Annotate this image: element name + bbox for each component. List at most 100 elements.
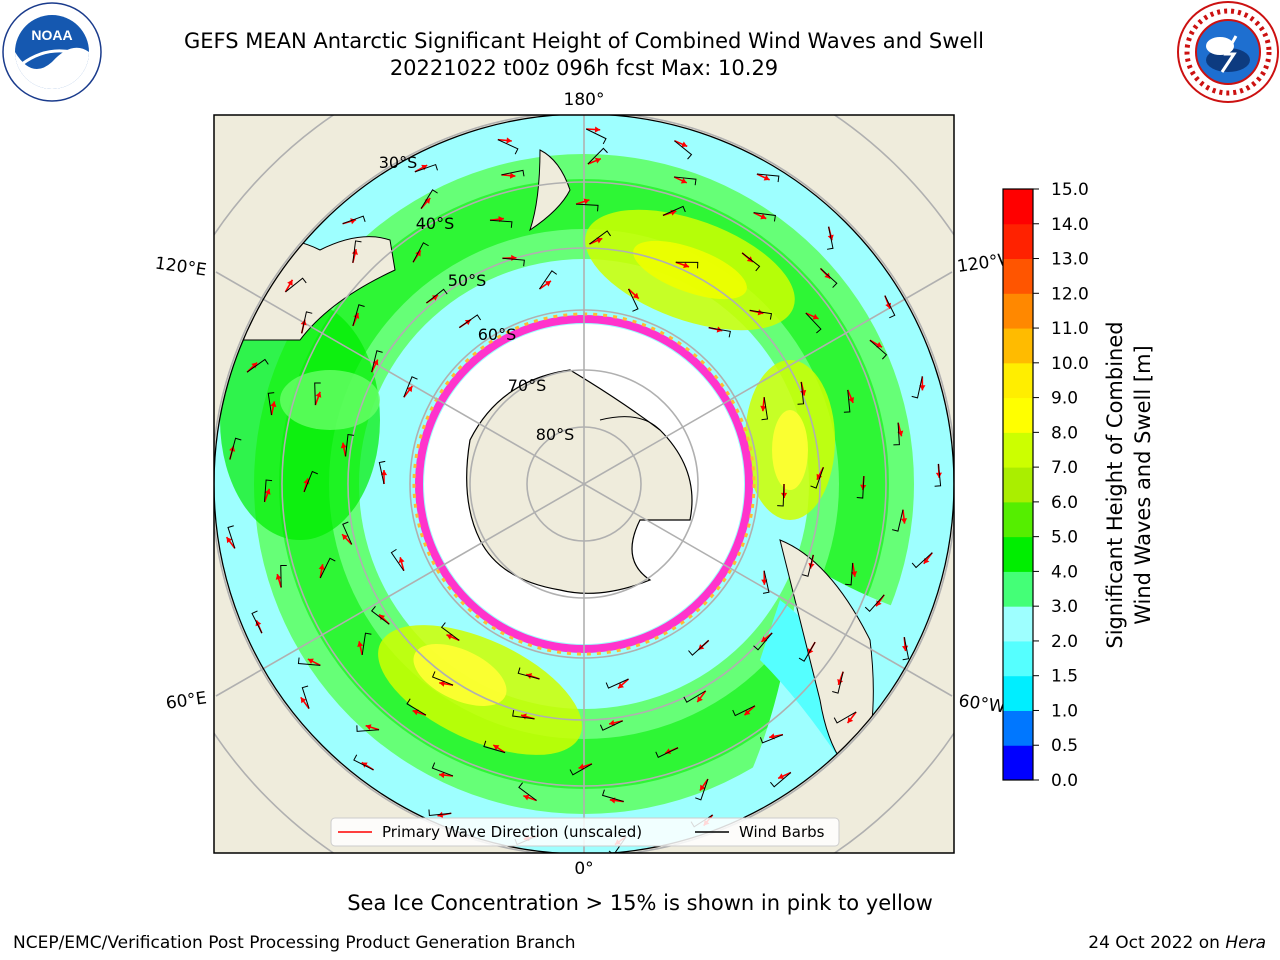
wind-barb xyxy=(517,667,540,680)
colorbar-segment xyxy=(1003,362,1033,399)
wind-barb xyxy=(370,605,390,625)
wave-arrow-head xyxy=(847,717,854,724)
lat-label-50: 50°S xyxy=(448,271,487,290)
colorbar-segment xyxy=(1003,293,1033,329)
wind-barb xyxy=(753,632,773,651)
wave-arrow-head xyxy=(342,534,348,541)
wind-barb xyxy=(869,339,888,360)
wind-barb xyxy=(483,740,506,754)
wind-barb xyxy=(802,554,814,577)
wind-barb xyxy=(628,288,639,312)
wind-barb xyxy=(770,772,792,788)
wave-arrow-head xyxy=(357,641,364,647)
wave-arrow-head xyxy=(372,359,379,366)
wind-barb xyxy=(732,705,756,717)
colorbar-label-line1: Significant Height of Combined xyxy=(1103,321,1127,648)
wind-barb xyxy=(352,240,362,263)
colorbar-segment xyxy=(1003,745,1033,781)
wind-barb xyxy=(440,622,460,641)
wind-barb xyxy=(708,327,731,338)
wind-barb xyxy=(345,433,354,457)
colorbar-segment xyxy=(1003,223,1033,260)
wave-arrow-head xyxy=(760,213,767,220)
colorbar-segment xyxy=(1003,710,1033,746)
wave-arrow-head xyxy=(351,249,358,255)
footer-credit: NCEP/EMC/Verification Post Processing Pr… xyxy=(13,933,576,953)
colorbar-segment xyxy=(1003,606,1033,642)
lon-label-bottom: 0° xyxy=(574,859,593,879)
wave-arrow-head xyxy=(744,709,751,716)
wind-barb xyxy=(833,711,857,724)
wave-arrow-head xyxy=(421,164,428,171)
wave-arrow-head xyxy=(353,312,360,319)
wave-arrow-head xyxy=(307,658,314,665)
wave-arrow-head xyxy=(270,401,277,408)
colorbar-tick-label: 0.0 xyxy=(1051,771,1078,791)
wind-barb xyxy=(406,698,427,716)
wind-barb xyxy=(512,710,535,720)
wind-barb xyxy=(501,169,525,177)
wave-arrow-head xyxy=(900,518,908,524)
wind-barb xyxy=(431,671,454,686)
colorbar-tick-label: 8.0 xyxy=(1051,423,1078,443)
wind-barb xyxy=(342,521,353,545)
wave-arrow-head xyxy=(229,445,236,452)
colorbar-tick-label: 11.0 xyxy=(1051,319,1089,339)
wave-arrow-head xyxy=(398,557,405,564)
wind-barb xyxy=(431,762,454,777)
wind-barb xyxy=(390,548,405,572)
noaa-logo: NOAA xyxy=(2,2,102,102)
colorbar-segment xyxy=(1003,571,1033,607)
chart-subtitle: 20221022 t00z 096h fcst Max: 10.29 xyxy=(389,56,779,80)
wind-barb xyxy=(911,376,923,399)
wind-barb xyxy=(352,304,365,327)
colorbar-segment xyxy=(1003,640,1033,677)
wave-arrow-head xyxy=(318,564,325,570)
wind-barb xyxy=(227,525,236,549)
wave-arrow-head xyxy=(432,295,439,301)
wind-barb xyxy=(798,641,816,662)
wave-arrow-head xyxy=(578,763,585,770)
colorbar-segment xyxy=(1003,189,1033,225)
lat-label-70: 70°S xyxy=(508,376,547,395)
wave-arrow-head xyxy=(781,492,788,498)
legend-barb-label: Wind Barbs xyxy=(739,823,825,841)
colorbar-ticks: 0.0 0.5 1.0 1.5 2.0 3.0 4.0 5.0 6.0 7.0 8.0 9.0 10.0… xyxy=(1033,180,1089,791)
wind-barb xyxy=(428,809,452,817)
wind-barb xyxy=(845,562,854,586)
wave-arrow-head xyxy=(824,272,831,279)
wind-barb xyxy=(683,690,706,703)
wave-arrow-head xyxy=(226,537,233,544)
footer-host: Hera xyxy=(1225,933,1266,953)
wind-barb xyxy=(585,128,607,145)
wind-barb xyxy=(820,268,838,288)
wave-arrow-head xyxy=(848,396,855,403)
colorbar-segment xyxy=(1003,258,1033,294)
wind-barb xyxy=(674,176,697,186)
wind-barb xyxy=(599,720,623,731)
wave-arrow-head xyxy=(594,157,601,164)
wind-barb xyxy=(251,610,263,634)
wind-barb xyxy=(759,734,784,744)
lat-label-60: 60°S xyxy=(478,325,517,344)
colorbar-tick-label: 6.0 xyxy=(1051,493,1078,513)
wind-barb xyxy=(911,552,933,569)
map-frame xyxy=(213,114,955,854)
wave-arrow-head xyxy=(683,262,690,269)
wind-barb xyxy=(843,389,851,413)
lon-label-top: 180° xyxy=(564,90,605,110)
wind-barb xyxy=(892,509,904,532)
wave-arrow-head xyxy=(618,682,624,689)
wind-barb xyxy=(403,376,418,398)
wave-arrow-head xyxy=(596,237,603,244)
wind-barb xyxy=(361,632,372,656)
nws-logo xyxy=(1177,1,1279,103)
colorbar-label-line2: Wind Waves and Swell [m] xyxy=(1131,345,1155,625)
wave-arrow-head xyxy=(812,313,819,320)
wind-barb xyxy=(832,671,844,694)
legend-wave-label: Primary Wave Direction (unscaled) xyxy=(382,823,642,841)
wind-barb xyxy=(655,747,679,758)
wave-arrow-head xyxy=(851,571,858,577)
wind-barb xyxy=(675,261,699,269)
